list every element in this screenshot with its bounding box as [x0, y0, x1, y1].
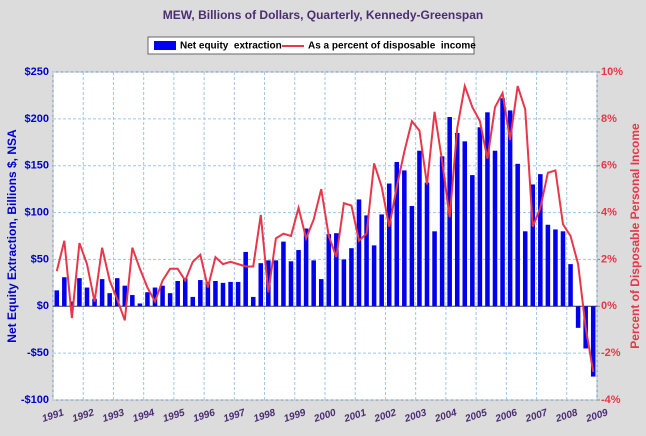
bar	[198, 280, 203, 307]
bar	[417, 150, 422, 307]
bar	[288, 261, 294, 307]
bar	[394, 161, 400, 307]
bar	[84, 287, 90, 307]
bar	[341, 259, 347, 307]
bar	[432, 231, 437, 307]
bar	[530, 184, 536, 307]
bar	[99, 279, 105, 307]
bar	[145, 292, 150, 307]
bar	[356, 199, 362, 307]
bar	[386, 183, 392, 307]
bar	[462, 141, 468, 307]
bar	[553, 229, 558, 307]
legend-swatch	[154, 41, 176, 50]
y-tick-label: $50	[31, 253, 49, 265]
y2-axis-label: Percent of Disposable Personal Income	[628, 123, 642, 349]
bar	[485, 112, 490, 307]
bar	[515, 163, 520, 307]
bar	[220, 282, 226, 307]
line	[55, 82, 595, 373]
bar	[167, 293, 173, 307]
bar	[500, 98, 505, 307]
y-tick-label: -$100	[21, 394, 49, 406]
bar	[160, 285, 165, 307]
bar	[364, 215, 369, 307]
bar	[114, 278, 120, 307]
bar	[258, 263, 264, 307]
bar	[439, 156, 445, 307]
y2-tick-label: 8%	[601, 113, 617, 125]
bar	[92, 298, 97, 307]
bar	[477, 127, 483, 307]
bar	[590, 306, 596, 377]
bar	[296, 250, 301, 307]
y2-tick-label: -4%	[601, 394, 621, 406]
bar	[130, 295, 135, 307]
bar	[205, 281, 211, 307]
bar	[54, 290, 60, 307]
bar	[137, 303, 143, 307]
bar	[538, 174, 543, 307]
bar	[235, 281, 241, 307]
y2-tick-label: -2%	[601, 347, 621, 359]
bar	[152, 287, 158, 307]
bar	[273, 260, 279, 307]
y2-tick-label: 0%	[601, 300, 617, 312]
bar	[560, 231, 566, 307]
bar	[213, 280, 218, 307]
bar	[62, 277, 67, 307]
bar	[507, 110, 513, 307]
y-tick-label: $100	[25, 206, 49, 218]
bar	[175, 280, 180, 307]
y2-tick-label: 6%	[601, 160, 617, 172]
y2-tick-label: 10%	[601, 66, 623, 78]
bar	[243, 251, 248, 307]
bar	[379, 214, 384, 307]
bar	[190, 296, 196, 307]
bar	[107, 293, 112, 307]
bar	[318, 279, 324, 307]
bar	[334, 233, 339, 307]
bar	[311, 260, 316, 307]
bar	[349, 248, 354, 307]
bar	[522, 231, 528, 307]
legend-label: Net equity extraction	[180, 41, 282, 52]
y2-tick-label: 4%	[601, 206, 617, 218]
bar	[228, 281, 233, 307]
bar	[424, 182, 430, 307]
bar	[77, 278, 82, 307]
bar	[303, 228, 309, 307]
y-tick-label: -$50	[27, 347, 49, 359]
bar	[402, 170, 407, 307]
bar	[492, 150, 498, 307]
y-tick-label: $0	[37, 300, 49, 312]
bar	[575, 306, 581, 328]
bar	[371, 245, 377, 307]
bar	[69, 301, 75, 307]
y-tick-label: $200	[25, 113, 49, 125]
y-axis-label: Net Equity Extraction, Billions $, NSA	[5, 129, 19, 343]
bar	[545, 224, 551, 307]
bar	[454, 132, 460, 307]
bar	[470, 175, 475, 307]
bar	[326, 234, 332, 307]
plot-area	[52, 71, 598, 401]
bar	[568, 264, 573, 307]
bar	[409, 206, 415, 307]
bar	[182, 278, 188, 307]
bar	[281, 241, 286, 307]
legend-box	[147, 36, 475, 55]
y-tick-label: $250	[25, 66, 49, 78]
bar	[122, 285, 128, 307]
legend-label: As a percent of disposable income	[308, 41, 476, 52]
y-tick-label: $150	[25, 160, 49, 172]
bar	[250, 296, 256, 307]
y2-tick-label: 2%	[601, 253, 617, 265]
chart-title: MEW, Billions of Dollars, Quarterly, Ken…	[163, 8, 484, 22]
